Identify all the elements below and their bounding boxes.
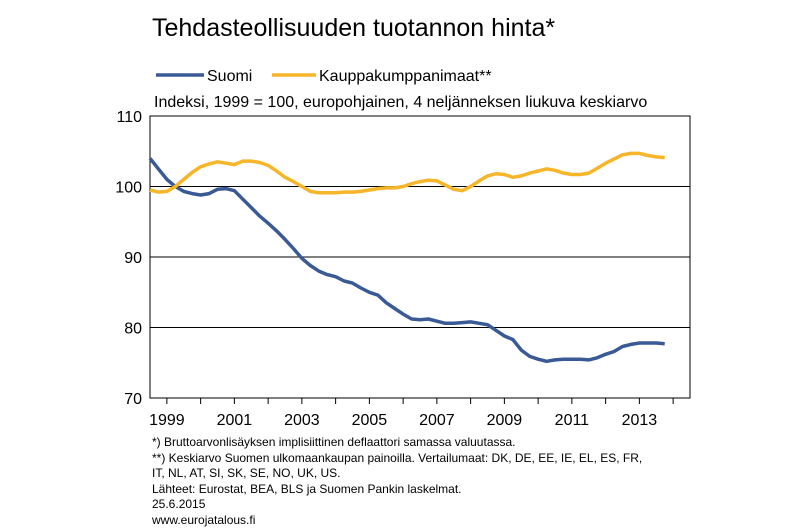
x-tick-label: 2007 bbox=[419, 412, 455, 429]
x-axis: 1999 2001 2003 2005 2007 2009 2011 2013 bbox=[149, 398, 673, 429]
footnote-trade-weights: **) Keskiarvo Suomen ulkomaankaupan pain… bbox=[152, 451, 642, 467]
x-tick-label: 2011 bbox=[555, 412, 590, 429]
legend-label-suomi: Suomi bbox=[207, 68, 252, 85]
y-tick-label: 80 bbox=[124, 321, 142, 338]
y-tick-label: 70 bbox=[124, 391, 142, 408]
footnote-deflator: *) Bruttoarvonlisäyksen implisiittinen d… bbox=[152, 435, 642, 451]
y-axis: 110 100 90 80 70 bbox=[115, 109, 142, 408]
footnote-date: 25.6.2015 bbox=[152, 497, 642, 513]
y-tick-label: 110 bbox=[116, 109, 142, 126]
x-tick-label: 2005 bbox=[352, 412, 388, 429]
footnote-sources: Lähteet: Eurostat, BEA, BLS ja Suomen Pa… bbox=[152, 482, 642, 498]
chart-title: Tehdasteollisuuden tuotannon hinta* bbox=[152, 14, 555, 42]
y-tick-label: 90 bbox=[124, 250, 142, 267]
footnote-countries: IT, NL, AT, SI, SK, SE, NO, UK, US. bbox=[152, 466, 642, 482]
y-tick-label: 100 bbox=[115, 180, 142, 197]
x-tick-label: 2003 bbox=[284, 412, 320, 429]
legend-label-kauppakumppanimaat: Kauppakumppanimaat** bbox=[319, 68, 492, 85]
x-tick-label: 1999 bbox=[149, 412, 185, 429]
gridlines bbox=[150, 187, 690, 328]
footnote-website: www.eurojatalous.fi bbox=[152, 513, 642, 528]
footnotes: *) Bruttoarvonlisäyksen implisiittinen d… bbox=[152, 435, 642, 528]
chart-subtitle: Indeksi, 1999 = 100, europohjainen, 4 ne… bbox=[154, 94, 647, 111]
x-tick-label: 2009 bbox=[487, 412, 523, 429]
x-tick-label: 2013 bbox=[622, 412, 658, 429]
series-line-suomi bbox=[150, 158, 665, 361]
x-tick-label: 2001 bbox=[217, 412, 253, 429]
legend: Suomi Kauppakumppanimaat** bbox=[156, 68, 492, 85]
